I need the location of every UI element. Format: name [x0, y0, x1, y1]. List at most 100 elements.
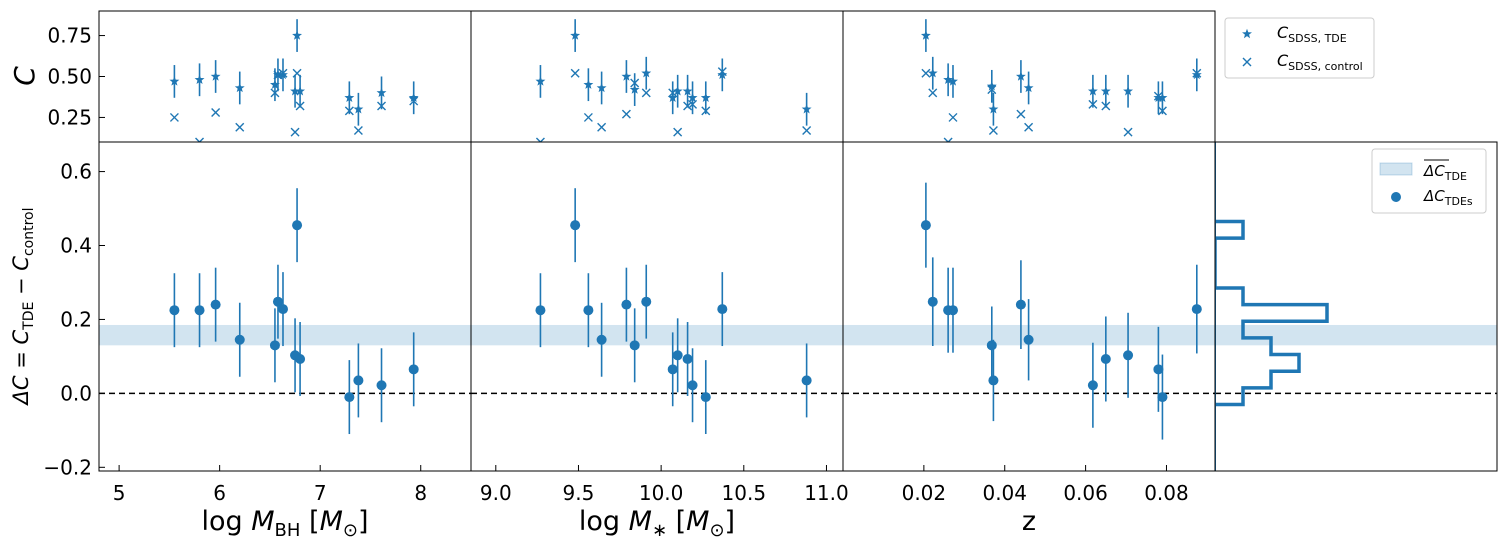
c-tde-star — [596, 82, 607, 93]
legend-star-marker — [1242, 28, 1252, 39]
c-control-x-stroke-b — [1157, 106, 1167, 116]
c-tde-star — [629, 84, 640, 94]
c-tde-star — [1087, 86, 1098, 96]
delta-c-point — [194, 305, 205, 316]
c-tde-star — [210, 71, 221, 81]
c-control-x — [597, 122, 607, 132]
legend-label-c-tde: CSDSS, TDE — [1277, 23, 1347, 45]
c-control-x — [1024, 122, 1034, 132]
c-control-x — [1088, 99, 1098, 109]
c-control-x — [535, 137, 545, 142]
c-control-x — [921, 68, 931, 78]
delta-c-point — [682, 353, 693, 364]
mean-delta-c-band — [99, 324, 471, 346]
bottom-plot-area — [471, 188, 843, 435]
c-control-x-stroke-b — [683, 101, 693, 111]
c-control-x-stroke-b — [987, 85, 997, 95]
bottom-panel-redshift: 0.02 0.04 0.06 0.08 — [842, 141, 1216, 505]
c-control-x-stroke-b — [344, 106, 354, 116]
c-tde-star — [1191, 69, 1202, 80]
mean-delta-c-band — [1215, 324, 1497, 346]
c-tde-star — [641, 68, 652, 78]
legend-top: CSDSS, TDE CSDSS, control — [1224, 17, 1375, 79]
c-control-x-stroke-b — [278, 68, 288, 78]
c-control-x — [802, 126, 812, 136]
c-control-x — [621, 109, 631, 119]
delta-c-point — [927, 296, 938, 307]
c-control-x-stroke-b — [928, 88, 938, 98]
c-tde-star — [943, 74, 954, 84]
delta-c-point — [641, 296, 652, 307]
hist-plot-area — [1215, 142, 1497, 471]
c-tde-star — [376, 87, 387, 98]
c-control-x-stroke-b — [1192, 68, 1202, 78]
bottom-y-tick-label: −0.2 — [43, 455, 92, 479]
c-tde-star — [682, 86, 693, 96]
delta-c-point — [169, 305, 180, 316]
c-tde-star — [408, 92, 419, 102]
bottom-y-tick-label: 0.4 — [60, 234, 92, 258]
bottom-y-tick-label: 0.0 — [60, 381, 92, 405]
delta-c-point — [1157, 392, 1168, 403]
top-y-tick-label: 0.25 — [47, 105, 92, 129]
c-tde-star — [672, 86, 683, 96]
bottom-row: 5 6 7 8−0.20.00.20.40.6 9.0 9.5 10.0 10.5 11.0 … — [43, 141, 1498, 505]
delta-c-point — [988, 375, 999, 386]
c-control-x — [987, 85, 997, 95]
delta-c-point — [234, 334, 245, 345]
delta-c-point — [596, 334, 607, 345]
x-tick-label: 0.02 — [902, 481, 947, 505]
c-control-x-stroke-b — [673, 127, 683, 137]
c-tde-star — [988, 104, 999, 114]
c-tde-star — [278, 69, 288, 80]
delta-c-point — [583, 305, 594, 316]
bottom-panel-bh-mass: 5 6 7 8 −0.2 0.0 0.2 0.4 0.6 — [43, 141, 472, 505]
c-control-x-stroke-b — [295, 101, 305, 111]
c-control-x-stroke-b — [1024, 122, 1034, 132]
delta-c-point — [570, 220, 581, 231]
c-control-x-stroke-b — [292, 68, 302, 78]
c-control-x — [290, 127, 300, 137]
c-tde-star — [194, 74, 205, 84]
delta-c-point — [408, 364, 419, 375]
c-control-x — [683, 101, 693, 111]
delta-c-point — [717, 304, 728, 315]
c-control-x — [169, 112, 179, 122]
c-control-x — [235, 122, 245, 132]
delta-c-point — [667, 364, 678, 375]
c-tde-star — [801, 104, 812, 114]
legend-band-swatch — [1379, 162, 1413, 176]
x-tick-label: 10.0 — [639, 481, 684, 505]
histogram-frame — [1214, 141, 1498, 472]
c-control-x — [583, 112, 593, 122]
delta-c-point — [269, 340, 280, 351]
c-control-x-stroke-b — [539, 137, 545, 142]
c-tde-star — [1023, 82, 1034, 93]
bottom-panel-stellar-mass: 9.0 9.5 10.0 10.5 11.0 — [470, 141, 849, 505]
c-control-x — [1101, 101, 1111, 111]
delta-c-point — [629, 340, 640, 351]
c-control-x-stroke-b — [1016, 109, 1026, 119]
delta-c-point — [277, 304, 288, 315]
c-tde-star — [234, 82, 245, 93]
c-tde-star — [270, 79, 280, 89]
c-tde-star — [535, 76, 546, 86]
legend-bottom: ΔCTDE ΔCTDEs — [1371, 148, 1487, 214]
c-control-x-stroke-b — [583, 112, 593, 122]
x-tick-label: 11.0 — [804, 481, 849, 505]
c-tde-star — [169, 76, 180, 86]
legend-x-glyph-stroke-b — [1242, 57, 1252, 67]
mean-delta-c-band — [471, 324, 843, 346]
c-tde-star — [353, 104, 364, 114]
c-tde-star — [986, 81, 997, 91]
x-axis-label-redshift: z — [1022, 506, 1036, 537]
c-control-x-stroke-b — [630, 78, 640, 88]
c-tde-star — [570, 30, 581, 40]
delta-c-point — [947, 305, 958, 316]
c-control-x-stroke-b — [353, 126, 363, 136]
delta-c-point — [1015, 299, 1026, 310]
delta-c-point — [353, 375, 364, 386]
c-control-x-stroke-b — [802, 126, 812, 136]
c-control-x — [353, 126, 363, 136]
